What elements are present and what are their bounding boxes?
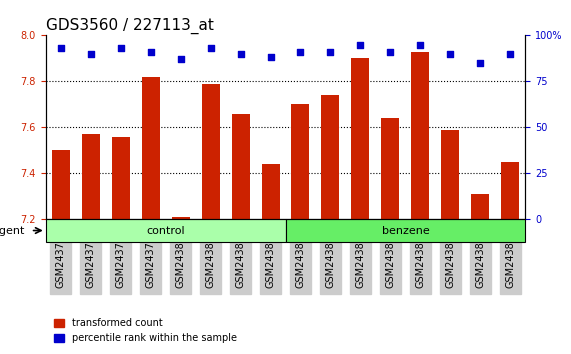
Text: GDS3560 / 227113_at: GDS3560 / 227113_at bbox=[46, 18, 214, 34]
Text: control: control bbox=[146, 225, 185, 235]
Point bbox=[266, 55, 275, 60]
Point bbox=[296, 49, 305, 55]
Bar bbox=[262, 164, 280, 354]
Bar bbox=[351, 58, 369, 354]
Point bbox=[476, 60, 485, 66]
Bar bbox=[82, 135, 99, 354]
Point bbox=[176, 57, 185, 62]
Bar bbox=[321, 95, 339, 354]
Bar bbox=[232, 114, 250, 354]
Point bbox=[386, 49, 395, 55]
Bar bbox=[292, 104, 309, 354]
Bar bbox=[142, 77, 160, 354]
Text: agent: agent bbox=[0, 225, 25, 235]
Point bbox=[86, 51, 95, 57]
Bar bbox=[381, 118, 400, 354]
Bar bbox=[411, 52, 429, 354]
Point bbox=[416, 42, 425, 47]
Point bbox=[236, 51, 245, 57]
FancyBboxPatch shape bbox=[286, 219, 525, 241]
FancyBboxPatch shape bbox=[46, 219, 286, 241]
Bar bbox=[501, 162, 520, 354]
Point bbox=[116, 45, 125, 51]
Point bbox=[326, 49, 335, 55]
Bar bbox=[112, 137, 130, 354]
Bar bbox=[472, 194, 489, 354]
Point bbox=[146, 49, 155, 55]
Point bbox=[356, 42, 365, 47]
Bar bbox=[202, 84, 220, 354]
Point bbox=[206, 45, 215, 51]
Point bbox=[446, 51, 455, 57]
Legend: transformed count, percentile rank within the sample: transformed count, percentile rank withi… bbox=[51, 314, 241, 347]
Text: benzene: benzene bbox=[381, 225, 429, 235]
Bar bbox=[441, 130, 459, 354]
Point bbox=[506, 51, 515, 57]
Bar bbox=[51, 150, 70, 354]
Bar bbox=[172, 217, 190, 354]
Point bbox=[56, 45, 65, 51]
